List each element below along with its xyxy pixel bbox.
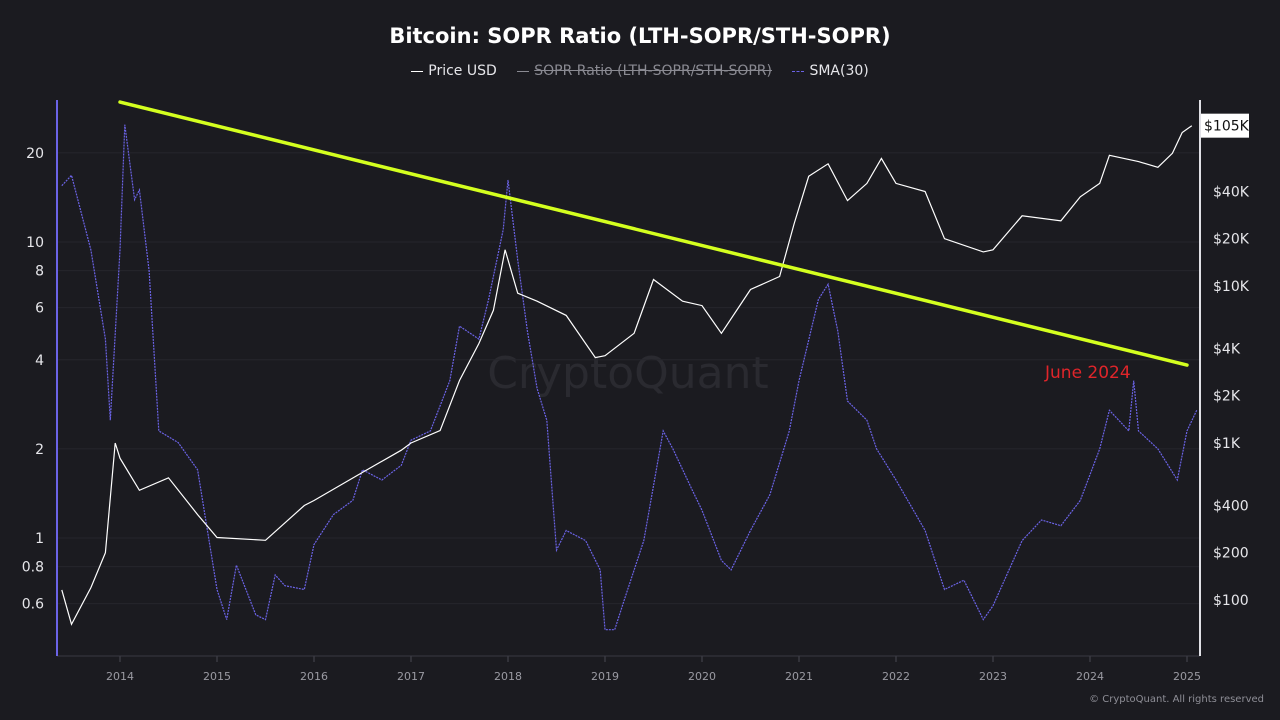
- left-tick-label: 1: [35, 531, 44, 547]
- right-tick-label: $10K: [1213, 279, 1250, 295]
- legend-swatch: [517, 70, 530, 72]
- x-tick-label: 2016: [300, 670, 328, 683]
- annotation-june-2024: June 2024: [1044, 363, 1131, 383]
- x-tick-label: 2021: [785, 670, 813, 683]
- legend-item-price[interactable]: Price USD: [411, 63, 497, 79]
- left-tick-label: 0.6: [22, 597, 44, 613]
- legend-label: SOPR Ratio (LTH-SOPR/STH-SOPR): [534, 63, 772, 79]
- legend: Price USD SOPR Ratio (LTH-SOPR/STH-SOPR)…: [0, 63, 1280, 79]
- x-tick-label: 2022: [882, 670, 910, 683]
- left-tick-label: 10: [26, 235, 44, 251]
- legend-swatch: [792, 70, 805, 72]
- right-tick-label: $1K: [1213, 436, 1241, 452]
- sma30-line: [61, 124, 1198, 631]
- x-tick-label: 2024: [1076, 670, 1104, 683]
- watermark: CryptoQuant: [487, 348, 769, 399]
- trendline: [118, 100, 1189, 367]
- x-tick-label: 2023: [979, 670, 1007, 683]
- right-tick-label: $2K: [1213, 389, 1241, 405]
- copyright-footer: © CryptoQuant. All rights reserved: [1089, 694, 1264, 705]
- current-price-badge: [1201, 113, 1249, 138]
- right-tick-label: $100: [1213, 593, 1249, 609]
- x-tick-label: 2015: [203, 670, 231, 683]
- x-tick-label: 2025: [1173, 670, 1201, 683]
- right-tick-label: $200: [1213, 546, 1249, 562]
- right-tick-label: $20K: [1213, 232, 1250, 248]
- right-tick-label: $4K: [1213, 341, 1241, 357]
- legend-item-sma30[interactable]: SMA(30): [792, 63, 869, 79]
- legend-label: SMA(30): [809, 63, 869, 79]
- x-tick-label: 2020: [688, 670, 716, 683]
- left-tick-label: 8: [35, 264, 44, 280]
- right-tick-label: $40K: [1213, 184, 1250, 200]
- legend-swatch: [411, 70, 424, 72]
- x-tick-label: 2019: [591, 670, 619, 683]
- right-tick-label: $400: [1213, 498, 1249, 514]
- chart-title: Bitcoin: SOPR Ratio (LTH-SOPR/STH-SOPR): [389, 24, 891, 48]
- current-price-label: $105K: [1204, 119, 1250, 135]
- left-tick-label: 20: [26, 146, 44, 162]
- x-tick-label: 2014: [106, 670, 134, 683]
- legend-item-sopr-ratio[interactable]: SOPR Ratio (LTH-SOPR/STH-SOPR): [517, 63, 772, 79]
- price-line: [61, 125, 1193, 626]
- left-tick-label: 6: [35, 301, 44, 317]
- legend-label: Price USD: [428, 63, 497, 79]
- left-tick-label: 2: [35, 442, 44, 458]
- x-tick-label: 2017: [397, 670, 425, 683]
- left-tick-label: 0.8: [22, 560, 44, 576]
- x-tick-label: 2018: [494, 670, 522, 683]
- left-tick-label: 4: [35, 353, 44, 369]
